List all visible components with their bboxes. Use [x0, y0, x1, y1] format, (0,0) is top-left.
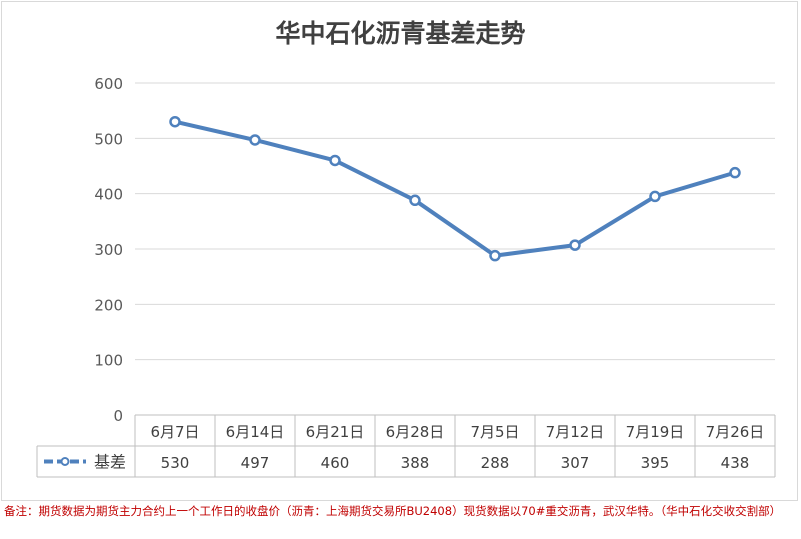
data-table-value: 438 [721, 454, 750, 472]
legend-label: 基差 [94, 453, 126, 472]
data-point [329, 154, 341, 167]
data-point [569, 239, 581, 251]
data-point [489, 249, 501, 262]
chart-title: 华中石化沥青基差走势 [275, 19, 526, 48]
chart-frame [1, 1, 798, 501]
data-table-value: 530 [161, 454, 190, 472]
y-tick-label: 200 [94, 296, 123, 314]
data-point [409, 194, 421, 207]
data-table-value: 497 [241, 454, 270, 472]
y-tick-label: 400 [94, 186, 123, 204]
x-category-label: 7月19日 [626, 423, 685, 441]
data-point [649, 190, 661, 203]
data-point [249, 134, 261, 146]
x-category-label: 6月14日 [226, 423, 285, 441]
data-point [729, 166, 741, 179]
x-category-label: 7月5日 [470, 423, 519, 441]
data-table-value: 307 [561, 454, 590, 472]
x-category-label: 7月12日 [546, 423, 605, 441]
y-tick-label: 600 [94, 75, 123, 93]
series-basis [169, 115, 741, 262]
legend-marker [60, 457, 70, 466]
series-line [173, 119, 737, 258]
y-tick-label: 300 [94, 241, 123, 259]
x-category-label: 6月21日 [306, 423, 365, 441]
x-category-label: 6月28日 [386, 423, 445, 441]
data-point [169, 115, 181, 128]
y-tick-label: 500 [94, 130, 123, 148]
x-category-label: 7月26日 [706, 423, 765, 441]
data-table-value: 460 [321, 454, 350, 472]
data-table: 6月7日 6月14日 6月21日 6月28日 7月5日 7月12日 7月19日 7月26日 53… [36, 414, 776, 478]
data-table-value: 288 [481, 454, 510, 472]
data-table-value: 395 [641, 454, 670, 472]
grid-lines [135, 82, 775, 361]
y-tick-label: 100 [94, 352, 123, 370]
y-axis: 0 100 200 300 400 500 600 [94, 75, 123, 425]
y-tick-label: 0 [113, 407, 123, 425]
data-table-value: 388 [401, 454, 430, 472]
x-category-label: 6月7日 [150, 423, 199, 441]
footnote: 备注：期货数据为期货主力合约上一个工作日的收盘价（沥青：上海期货交易所BU240… [4, 504, 782, 518]
